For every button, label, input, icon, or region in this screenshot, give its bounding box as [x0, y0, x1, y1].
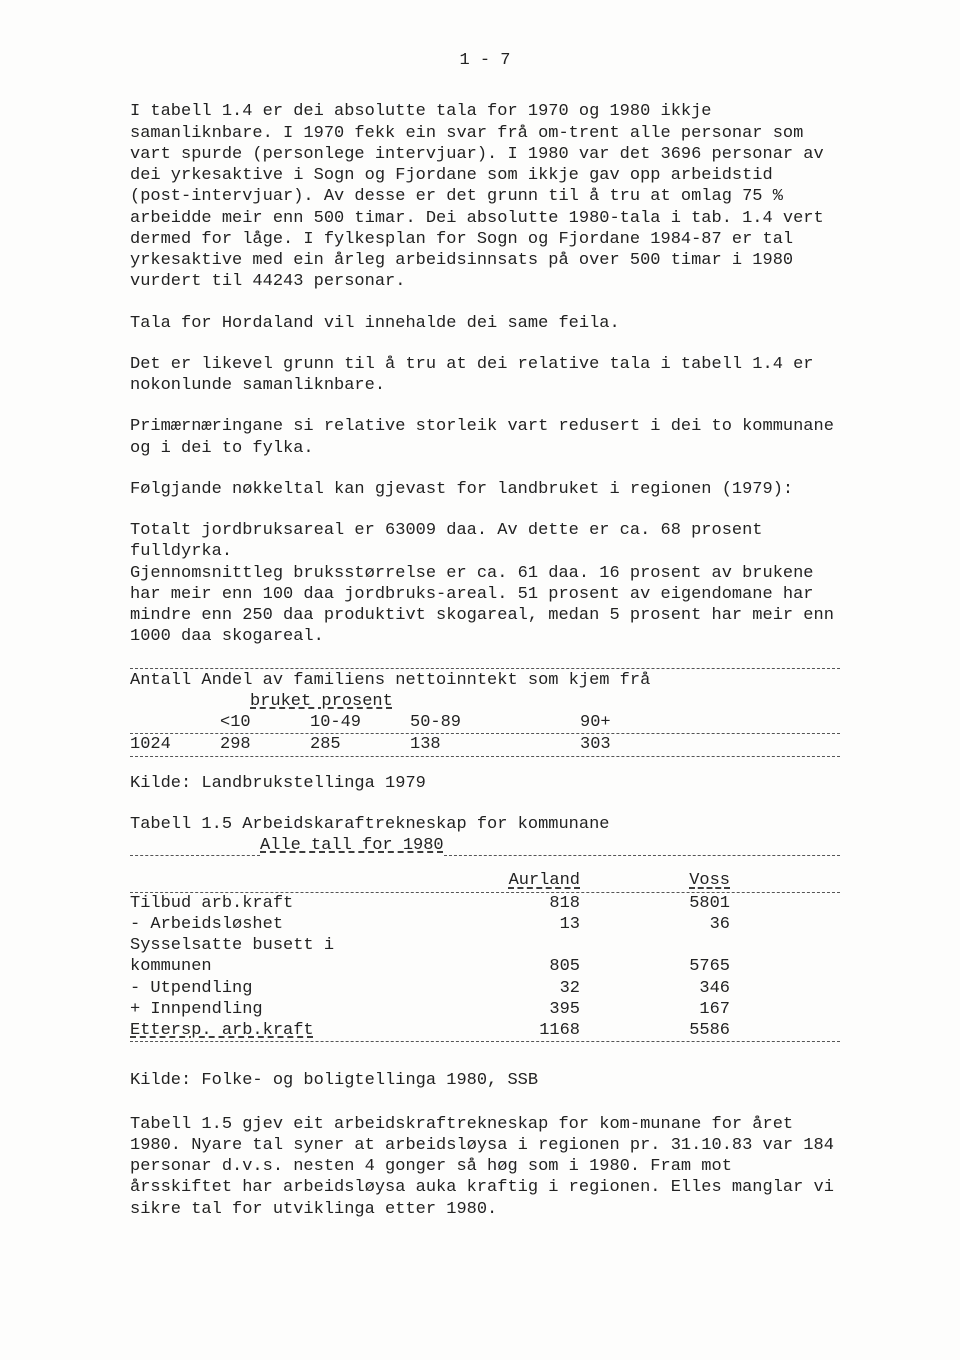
table-15-r4-label: - Utpendling [130, 978, 430, 999]
table-14-d3: 138 [410, 734, 580, 755]
table-15-r3-label: kommunen [130, 956, 430, 977]
table-15-r5-label: + Innpendling [130, 999, 430, 1020]
table-14-d1: 298 [220, 734, 310, 755]
table-15-r2-label: Sysselsatte busett i [130, 935, 430, 956]
table-15-r1-label: - Arbeidsløshet [130, 914, 430, 935]
table-15-row-1: - Arbeidsløshet 13 36 [130, 914, 840, 935]
table-15-ch2: Voss [580, 870, 730, 891]
table-15-title: Tabell 1.5 Arbeidskaraftrekneskap for ko… [130, 814, 840, 835]
table-14-title: Antall Andel av familiens nettoinntekt s… [130, 670, 840, 691]
table-14-h0 [130, 712, 220, 733]
table-14-h1: <10 [220, 712, 310, 733]
table-15-fr-label: Ettersp. arb.kraft [130, 1020, 430, 1041]
table-14-d5 [740, 734, 840, 755]
paragraph-2: Tala for Hordaland vil innehalde dei sam… [130, 313, 840, 334]
table-15-fr-voss: 5586 [580, 1020, 730, 1041]
table-14-subtitle: bruket prosent [250, 691, 840, 712]
table-14-d0: 1024 [130, 734, 220, 755]
table-15-r4-voss: 346 [580, 978, 730, 999]
table-14-header-row: <10 10-49 50-89 90+ [130, 712, 840, 734]
table-15-ch1: Aurland [430, 870, 580, 891]
table-15-r0-aurland: 818 [430, 893, 580, 914]
table-14-data-row: 1024 298 285 138 303 [130, 734, 840, 756]
table-15-r5-aurland: 395 [430, 999, 580, 1020]
paragraph-7: Tabell 1.5 gjev eit arbeidskraftrekneska… [130, 1114, 840, 1220]
table-15-r1-voss: 36 [580, 914, 730, 935]
table-15-r2-voss [580, 935, 730, 956]
table-15-r3-voss: 5765 [580, 956, 730, 977]
table-14-d4: 303 [580, 734, 740, 755]
paragraph-6: Totalt jordbruksareal er 63009 daa. Av d… [130, 520, 840, 648]
table-14-h4: 90+ [580, 712, 740, 733]
table-15-row-0: Tilbud arb.kraft 818 5801 [130, 893, 840, 914]
table-14-source: Kilde: Landbrukstellinga 1979 [130, 773, 840, 794]
paragraph-5: Følgjande nøkkeltal kan gjevast for land… [130, 479, 840, 500]
table-15-footer-row: Ettersp. arb.kraft 1168 5586 [130, 1020, 840, 1042]
table-14-d2: 285 [310, 734, 410, 755]
table-15-r0-label: Tilbud arb.kraft [130, 893, 430, 914]
table-15-r2-aurland [430, 935, 580, 956]
table-15-row-4: - Utpendling 32 346 [130, 978, 840, 999]
paragraph-1: I tabell 1.4 er dei absolutte tala for 1… [130, 101, 840, 292]
page-number: 1 - 7 [130, 50, 840, 71]
paragraph-4: Primærnæringane si relative storleik var… [130, 416, 840, 459]
table-15-r5-voss: 167 [580, 999, 730, 1020]
document-page: 1 - 7 I tabell 1.4 er dei absolutte tala… [0, 0, 960, 1300]
table-15-fr-aurland: 1168 [430, 1020, 580, 1041]
table-14: Antall Andel av familiens nettoinntekt s… [130, 670, 840, 757]
table-15-r3-aurland: 805 [430, 956, 580, 977]
table-15-r0-voss: 5801 [580, 893, 730, 914]
divider [130, 668, 840, 669]
table-15-r1-aurland: 13 [430, 914, 580, 935]
table-15-subtitle: Alle tall for 1980 [260, 835, 444, 856]
table-14-h3: 50-89 [410, 712, 580, 733]
table-14-h5 [740, 712, 840, 733]
table-15-source: Kilde: Folke- og boligtellinga 1980, SSB [130, 1070, 840, 1091]
paragraph-3: Det er likevel grunn til å tru at dei re… [130, 354, 840, 397]
table-15-r4-aurland: 32 [430, 978, 580, 999]
table-14-h2: 10-49 [310, 712, 410, 733]
table-15-row-5: + Innpendling 395 167 [130, 999, 840, 1020]
table-15-row-3: kommunen 805 5765 [130, 956, 840, 977]
table-15-row-2: Sysselsatte busett i [130, 935, 840, 956]
table-15-ch0 [130, 870, 430, 891]
table-15-header-row: Aurland Voss [130, 870, 840, 892]
